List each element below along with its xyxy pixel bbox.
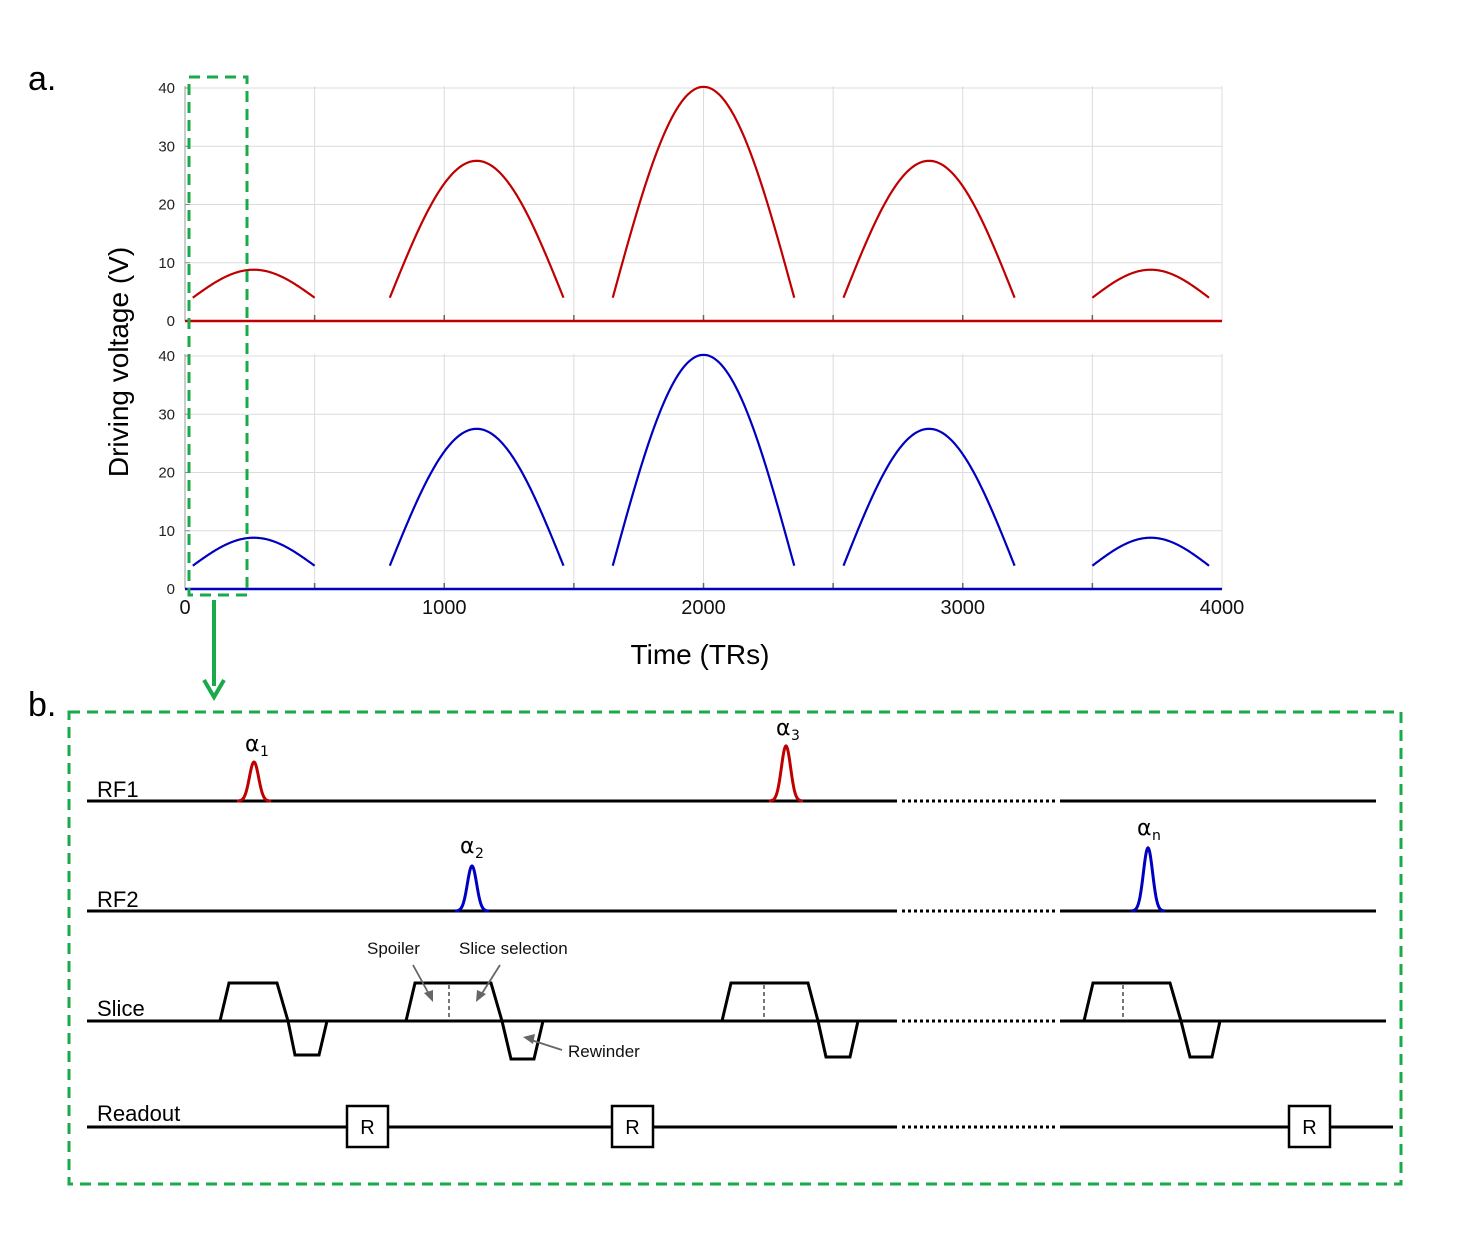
series-segment <box>611 353 796 566</box>
series-segment <box>192 536 316 567</box>
pulse-label-alpha3: α 3 <box>776 716 800 744</box>
y-tick-label: 40 <box>158 348 175 365</box>
slice-gradient-2 <box>404 981 504 1022</box>
pulse-alphan-symbol: α <box>1137 816 1152 841</box>
arrow-rewinder <box>530 1039 563 1051</box>
chart-top: 0 10 20 30 40 <box>158 80 1223 330</box>
rewinder-gradient-2 <box>500 1020 545 1061</box>
annotation-rewinder: Rewinder <box>568 1042 640 1061</box>
pulse-label-alpha2: α 2 <box>460 834 484 862</box>
series-segment <box>842 159 1016 299</box>
slice-track <box>87 981 1386 1061</box>
slice-dividers <box>448 985 1124 1019</box>
y-tick-label: 30 <box>158 138 175 155</box>
series-segment <box>388 427 565 567</box>
series-segment <box>388 159 565 299</box>
readout-box-n-label: R <box>1302 1117 1316 1139</box>
x-axis-title: Time (TRs) <box>631 639 770 670</box>
pulse-alpha2-sub: 2 <box>475 846 484 862</box>
readout-block-2: R <box>610 1104 655 1149</box>
pulse-alphan-sub: n <box>1152 828 1161 844</box>
series-bottom <box>192 353 1210 567</box>
pulse-alpha3-symbol: α <box>776 716 791 741</box>
series-segment <box>842 427 1016 567</box>
slice-gradient-1 <box>218 981 290 1022</box>
row-label-rf2: RF2 <box>97 887 139 912</box>
rf-pulse-alpha2 <box>454 864 490 913</box>
row-label-slice: Slice <box>97 996 145 1021</box>
y-tick-label: 0 <box>167 313 175 330</box>
y-tick-label: 20 <box>158 465 175 482</box>
y-ticks-top: 0 10 20 30 40 <box>158 80 175 330</box>
readout-block-1: R <box>345 1104 390 1149</box>
row-label-rf1: RF1 <box>97 777 139 802</box>
y-tick-label: 20 <box>158 197 175 214</box>
panel-a-label: a. <box>28 60 56 98</box>
readout-box-n <box>1287 1104 1332 1149</box>
row-label-readout: Readout <box>97 1101 180 1126</box>
readout-block-n: R <box>1287 1104 1332 1149</box>
pulse-alpha3-sub: 3 <box>791 728 800 744</box>
x-tick-label: 4000 <box>1200 597 1245 619</box>
y-ticks-bottom: 0 10 20 30 40 <box>158 348 175 598</box>
series-segment <box>611 85 796 298</box>
sequence-box <box>67 710 1403 1186</box>
highlight-arrow-head <box>202 678 226 701</box>
rewinder-gradient-1 <box>286 1020 329 1057</box>
rf-pulse-alphan <box>1130 846 1166 913</box>
y-tick-label: 0 <box>167 581 175 598</box>
grid-top <box>184 86 1223 322</box>
series-segment <box>1091 536 1210 567</box>
slice-gradient-3 <box>720 981 820 1022</box>
series-segment <box>192 268 316 299</box>
y-tick-label: 10 <box>158 255 175 272</box>
series-top <box>192 85 1210 299</box>
arrow-spoiler <box>412 964 431 997</box>
rewinder-gradient-3 <box>816 1020 860 1059</box>
x-ticks: 0 1000 2000 3000 4000 <box>179 597 1244 619</box>
rewinder-gradient-n <box>1179 1020 1222 1059</box>
grid-bottom <box>184 354 1223 590</box>
pulse-alpha2-symbol: α <box>460 834 475 859</box>
panel-b-label: b. <box>28 686 56 724</box>
x-tick-label: 2000 <box>681 597 726 619</box>
arrow-slice-selection-head <box>476 990 486 1002</box>
x-tick-label: 1000 <box>422 597 467 619</box>
x-tick-label: 0 <box>179 597 190 619</box>
arrow-rewinder-head <box>523 1034 535 1044</box>
pulse-alpha1-sub: 1 <box>260 744 269 760</box>
arrow-spoiler-head <box>424 990 433 1002</box>
y-tick-label: 10 <box>158 523 175 540</box>
readout-box-2 <box>610 1104 655 1149</box>
readout-box-1-label: R <box>360 1117 374 1139</box>
y-tick-label: 40 <box>158 80 175 97</box>
series-segment <box>1091 268 1210 299</box>
readout-box-1 <box>345 1104 390 1149</box>
pulse-label-alpha1: α 1 <box>245 732 269 760</box>
readout-box-2-label: R <box>625 1117 639 1139</box>
y-tick-label: 30 <box>158 406 175 423</box>
rf-pulse-alpha1 <box>236 760 272 803</box>
annotation-slice-selection: Slice selection <box>459 939 568 958</box>
annotation-spoiler: Spoiler <box>367 939 420 958</box>
annotation-arrows <box>412 964 563 1051</box>
highlight-box <box>187 75 249 597</box>
pulse-alpha1-symbol: α <box>245 732 260 757</box>
arrow-slice-selection <box>480 964 501 996</box>
pulse-label-alphan: α n <box>1137 816 1161 844</box>
rf-pulse-alpha3 <box>768 744 804 803</box>
slice-gradient-n <box>1082 981 1183 1022</box>
y-axis-title: Driving voltage (V) <box>103 247 134 477</box>
x-tick-label: 3000 <box>941 597 986 619</box>
chart-bottom: 0 10 20 30 40 0 1000 2000 3000 4000 <box>158 348 1244 619</box>
